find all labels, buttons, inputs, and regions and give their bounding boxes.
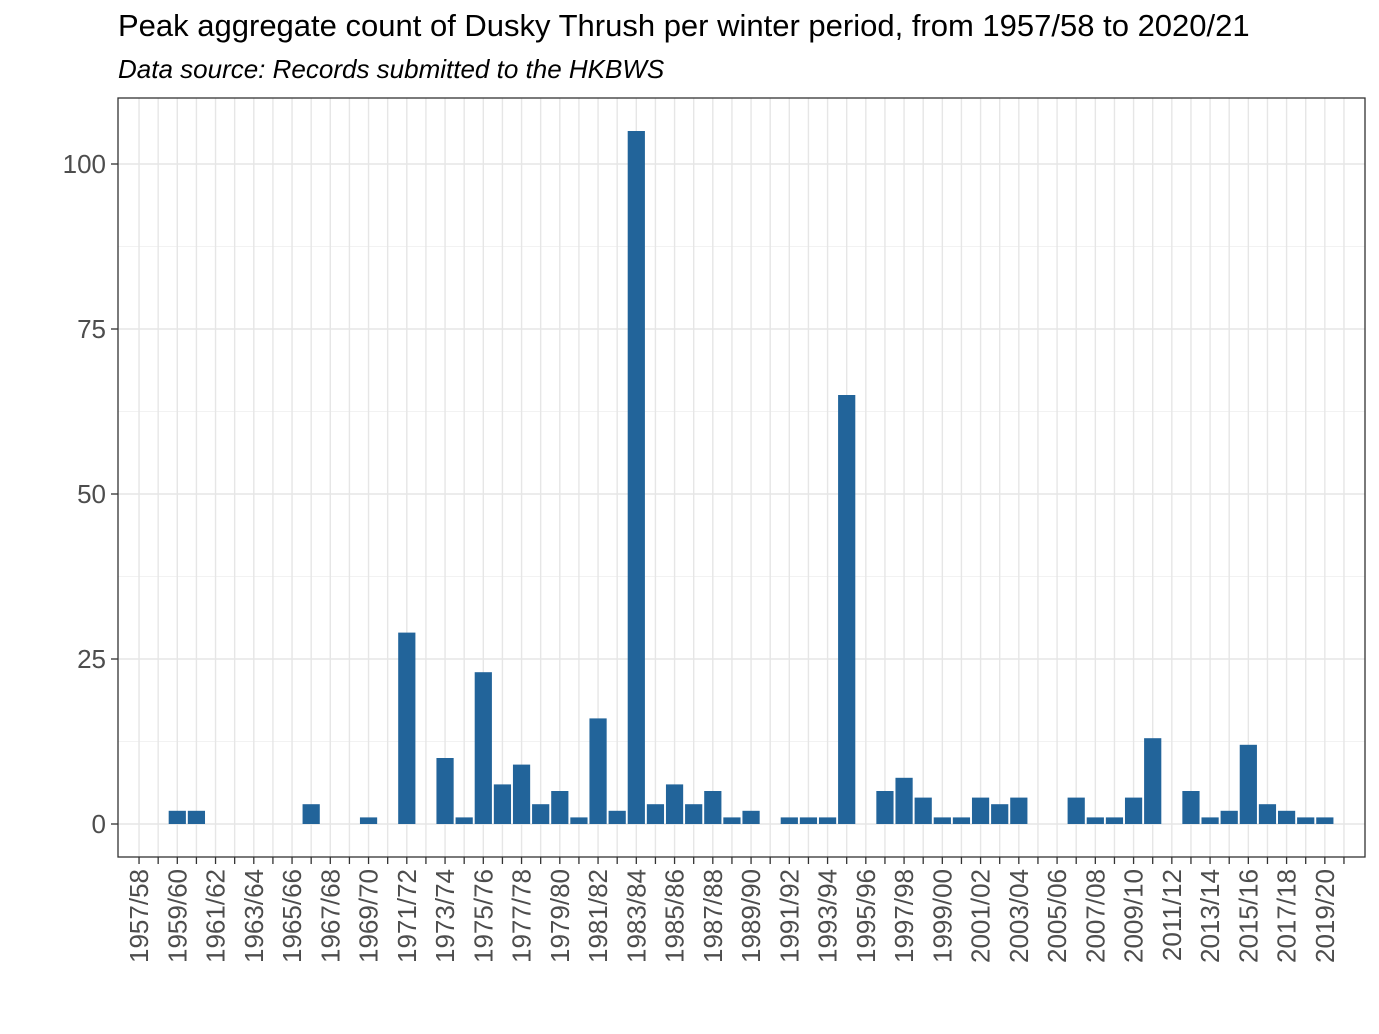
x-tick-label: 1983/84 [621,869,651,963]
x-tick-label: 2007/08 [1080,869,1110,963]
bar [1105,817,1124,824]
y-axis: 0 25 50 75 100 [63,149,118,839]
chart-title: Peak aggregate count of Dusky Thrush per… [118,8,1250,43]
x-tick-label: 2001/02 [966,869,996,963]
bar [302,804,320,824]
x-tick-label: 1967/68 [315,869,345,963]
x-tick-label: 1969/70 [354,869,384,963]
x-tick-label: 1979/80 [545,869,575,963]
bar [991,804,1009,824]
bar [665,784,684,824]
bar [398,632,416,824]
y-tick-label: 0 [92,809,106,839]
x-tick-label: 1985/86 [660,869,690,963]
bar [742,810,760,824]
bar [818,817,837,824]
grid-lines [118,98,1365,857]
y-tick-label: 100 [63,149,106,179]
x-tick-label: 1977/78 [507,869,537,963]
bar [1067,797,1085,824]
bar [608,810,626,824]
bar [455,817,473,824]
bar [436,758,454,824]
bar [1201,817,1219,824]
panel-border [117,97,1366,858]
x-tick-label: 1997/98 [889,869,919,963]
x-tick-label: 1987/88 [698,869,728,963]
x-tick-label: 1981/82 [583,869,613,963]
bar [627,131,645,824]
x-tick-label: 1995/96 [851,869,881,963]
x-tick-label: 1971/72 [392,869,422,963]
x-tick-label: 1973/74 [430,869,460,963]
bar [1239,744,1257,824]
bar [1316,817,1334,824]
bar [780,817,798,824]
x-tick-label: 1999/00 [927,869,957,963]
y-tick-label: 25 [77,644,106,674]
bar [493,784,512,824]
bar [685,804,703,824]
x-tick-label: 2005/06 [1042,869,1072,963]
x-tick-label: 1975/76 [468,869,498,963]
bar [1086,817,1104,824]
x-tick-label: 1965/66 [277,869,307,963]
bar [971,797,990,824]
x-tick-label: 2009/10 [1119,869,1149,963]
bar [1220,810,1238,824]
bar [838,395,856,824]
x-tick-label: 1957/58 [124,869,154,963]
bar [1258,804,1277,824]
bar [168,810,186,824]
bar [570,817,588,824]
bar [646,804,665,824]
bar [799,817,818,824]
bar [723,817,741,824]
bar [895,777,913,824]
bar [1124,797,1143,824]
bar [1277,810,1296,824]
bar [933,817,951,824]
bar [474,672,492,824]
y-tick-label: 50 [77,479,106,509]
x-tick-label: 1993/94 [813,869,843,963]
bar [589,718,607,824]
bar [1182,791,1200,824]
bar [1144,738,1162,824]
x-tick-label: 1989/90 [736,869,766,963]
x-tick-label: 1991/92 [774,869,804,963]
x-tick-label: 2015/16 [1233,869,1263,963]
y-tick-label: 75 [77,314,106,344]
x-tick-label: 2017/18 [1272,869,1302,963]
chart-subtitle: Data source: Records submitted to the HK… [118,54,665,84]
x-tick-label: 1961/62 [201,869,231,963]
x-tick-label: 1963/64 [239,869,269,963]
bar [532,804,550,824]
bar [512,764,531,824]
bar [876,791,894,824]
x-axis: 1957/58 1959/60 1961/62 1963/64 1965/66 1967/… [124,857,1345,963]
bar [187,810,206,824]
x-tick-label: 2003/04 [1004,869,1034,963]
x-tick-label: 2013/14 [1195,869,1225,963]
bar [1297,817,1315,824]
x-tick-label: 2019/20 [1310,869,1340,963]
bar [1010,797,1028,824]
x-tick-label: 2011/12 [1157,869,1187,961]
bar [359,817,378,824]
bar [952,817,971,824]
x-tick-label: 1959/60 [162,869,192,963]
bar [551,791,569,824]
bar [914,797,932,824]
bars [168,131,1334,824]
bar [704,791,722,824]
